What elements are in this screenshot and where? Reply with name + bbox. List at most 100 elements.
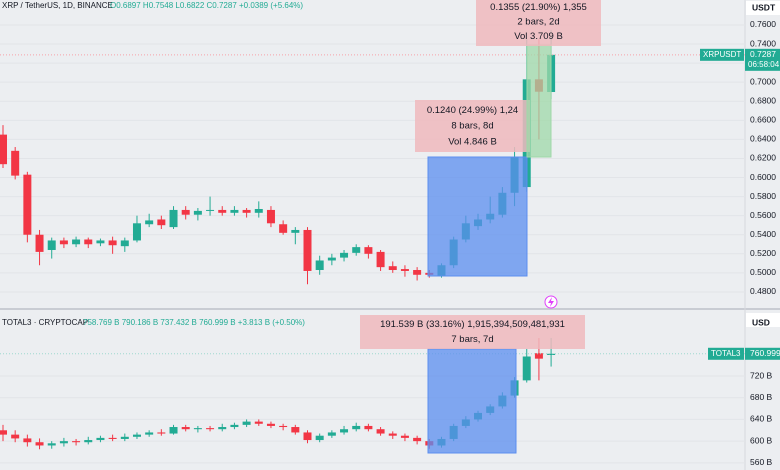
candle-body: [340, 429, 349, 433]
candle-body: [230, 209, 239, 213]
candle-body: [11, 150, 20, 176]
price-tag-name: [700, 48, 744, 61]
price-tag: [745, 48, 780, 71]
candle-body: [534, 353, 543, 359]
pane: 191.539 B (33.16%) 1,915,394,509,481,931…: [0, 315, 745, 464]
y-tick-label: 0.6600: [750, 115, 776, 125]
unit-label: USDT: [752, 2, 776, 12]
price-tag-time: 06:58:04: [748, 60, 780, 69]
candle-body: [388, 433, 397, 436]
candle-body: [400, 435, 409, 438]
y-tick-label: 640 B: [750, 414, 773, 424]
candle-body: [266, 209, 275, 224]
measure-label: 0.1240 (24.99%) 1,24: [427, 105, 518, 116]
candle-body: [47, 240, 56, 250]
candle-body: [206, 209, 215, 211]
measure-label: 7 bars, 7d: [451, 334, 493, 345]
measure-label: 2 bars, 2d: [517, 17, 559, 28]
candle-body: [230, 424, 239, 428]
pane-title: XRP / TetherUS, 1D, BINANCE: [2, 1, 113, 10]
pane-ohlc: 758.769 B 790.186 B 737.432 B 760.999 B …: [83, 318, 305, 327]
candle-body: [315, 260, 324, 271]
measure-label-box: [476, 0, 601, 46]
price-tag-value: 760.999: [750, 348, 780, 358]
candle-body: [120, 240, 129, 247]
candle-body: [364, 425, 373, 430]
price-tag-name-text: TOTAL3: [711, 349, 741, 358]
candle-body: [72, 239, 81, 245]
y-tick-label: 0.6800: [750, 96, 776, 106]
candle-body: [522, 356, 531, 381]
measure-label: Vol 4.846 B: [448, 136, 497, 147]
candle-body: [376, 429, 385, 434]
y-tick-label: 0.4800: [750, 286, 776, 296]
y-tick-label: 0.5600: [750, 210, 776, 220]
pane-ohlc: O0.6897 H0.7548 L0.6822 C0.7287 +0.0389 …: [110, 1, 303, 10]
y-tick-label: 0.6400: [750, 134, 776, 144]
candle-body: [157, 432, 166, 434]
y-tick-label: 0.7000: [750, 76, 776, 86]
event-bolt: [548, 297, 554, 307]
y-tick-label: 600 B: [750, 435, 773, 445]
candle-body: [132, 434, 141, 437]
price-tag-value: 0.7287: [750, 49, 776, 59]
candle-body: [157, 219, 166, 226]
candle-body: [0, 134, 7, 165]
candle-body: [0, 430, 7, 435]
candle-body: [193, 428, 202, 430]
range-box: [526, 44, 552, 158]
candle-body: [145, 220, 154, 225]
candle-body: [108, 240, 117, 246]
measure-label: 0.1355 (21.90%) 1,355: [490, 2, 587, 13]
unit-bg: [746, 1, 780, 15]
y-tick-label: 0.7400: [750, 38, 776, 48]
candle-body: [364, 247, 373, 254]
candle-body: [242, 421, 251, 425]
candle-body: [108, 437, 117, 439]
candle-body: [35, 234, 44, 252]
y-tick-label: 0.7600: [750, 19, 776, 29]
range-box: [427, 348, 517, 454]
candle-body: [413, 437, 422, 442]
candle-body: [291, 229, 300, 233]
y-tick-label: 0.6200: [750, 153, 776, 163]
measure-label: 8 bars, 8d: [451, 121, 493, 132]
candle-body: [254, 421, 263, 424]
candle-body: [206, 428, 215, 430]
candle-body: [413, 270, 422, 275]
y-tick-label: 0.5000: [750, 267, 776, 277]
candle-body: [340, 252, 349, 258]
candle-body: [400, 269, 409, 271]
measure-label: Vol 3.709 B: [514, 31, 563, 42]
measure-label: 191.539 B (33.16%) 1,915,394,509,481,931: [380, 319, 565, 330]
price-axis: 560 B 600 B 640 B 680 B 720 B: [750, 370, 773, 467]
candle-body: [181, 427, 190, 430]
candle-body: [303, 432, 312, 441]
candle-body: [72, 441, 81, 443]
y-tick-label: 720 B: [750, 370, 773, 380]
y-tick-label: 0.6000: [750, 172, 776, 182]
price-tag-name: [708, 347, 744, 360]
candle-body: [84, 440, 93, 443]
price-tag: [745, 347, 780, 360]
candle-body: [23, 438, 32, 443]
candle-body: [169, 427, 178, 434]
candle-body: [169, 209, 178, 228]
candle-body: [145, 432, 154, 435]
unit-bg: [746, 313, 780, 327]
price-tag-name-text: XRPUSDT: [703, 50, 741, 59]
range-box: [427, 156, 528, 277]
candle-body: [84, 239, 93, 245]
candle-body: [59, 441, 68, 444]
candle-body: [376, 251, 385, 268]
candle-body: [181, 209, 190, 215]
y-tick-label: 0.5400: [750, 229, 776, 239]
y-tick-label: 0.5200: [750, 248, 776, 258]
unit-label: USD: [752, 317, 770, 327]
measure-label-box: [415, 100, 530, 152]
candle-body: [47, 443, 56, 446]
candle-body: [279, 425, 288, 428]
y-tick-label: 680 B: [750, 392, 773, 402]
